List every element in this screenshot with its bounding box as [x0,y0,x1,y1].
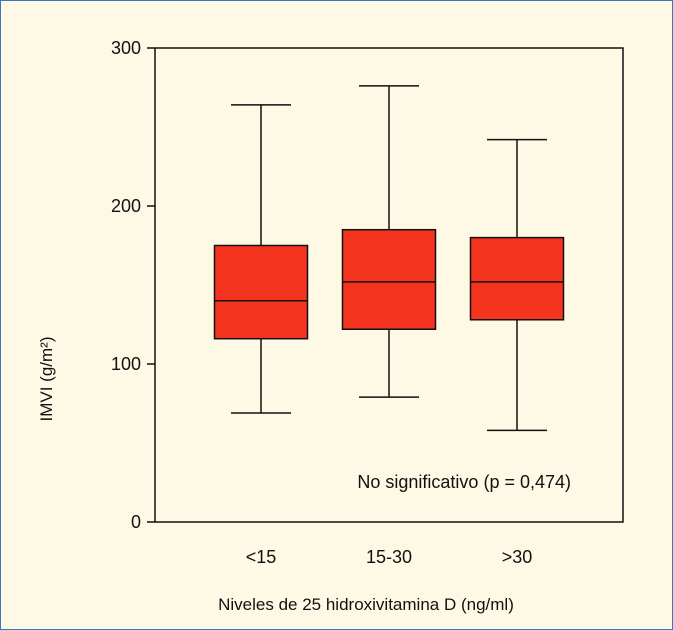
y-tick-label: 0 [131,512,141,532]
x-category-label: <15 [246,547,277,567]
y-tick-label: 300 [111,38,141,58]
x-axis-title: Niveles de 25 hidroxivitamina D (ng/ml) [218,595,514,614]
y-tick-label: 100 [111,354,141,374]
x-category-label: 15-30 [366,547,412,567]
boxes [213,85,565,432]
y-axis: 0 100 200 300 [111,38,155,532]
box-3 [469,138,565,432]
x-axis: <15 15-30 >30 [246,547,533,567]
plot-area [154,47,624,523]
iqr-box [213,244,309,340]
iqr-box [341,228,437,330]
box-2 [341,85,437,398]
significance-annotation: No significativo (p = 0,474) [357,472,571,492]
y-tick-label: 200 [111,196,141,216]
y-axis-title: IMVI (g/m²) [37,337,56,422]
x-category-label: >30 [502,547,533,567]
iqr-box [469,236,565,321]
box-1 [213,104,309,414]
